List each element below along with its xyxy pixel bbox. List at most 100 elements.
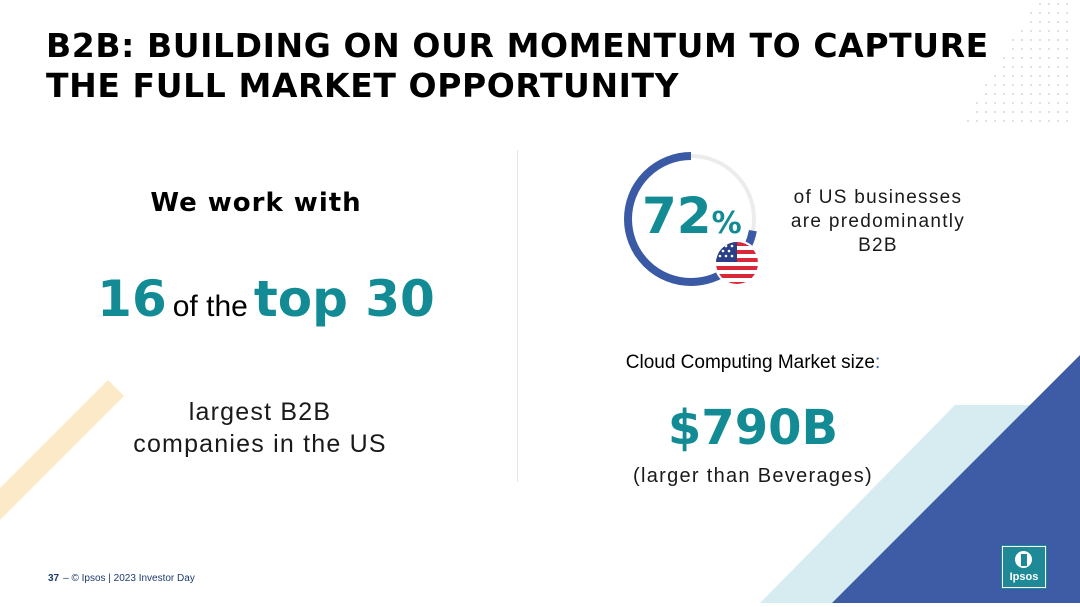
- company-count: 16: [97, 270, 167, 328]
- pattern-dot: [1021, 84, 1023, 86]
- pattern-dot: [1048, 48, 1050, 50]
- pattern-dot: [1066, 93, 1068, 95]
- pattern-dot: [994, 84, 996, 86]
- market-size-label: Cloud Computing Market size:: [610, 352, 896, 374]
- pattern-dot: [1003, 93, 1005, 95]
- pattern-dot: [1039, 84, 1041, 86]
- market-label-text: Cloud Computing Market size: [625, 352, 875, 373]
- stat-line-1: of US businesses: [793, 187, 963, 208]
- ipsos-logo: Ipsos: [1001, 545, 1047, 589]
- pattern-dot: [1012, 66, 1014, 68]
- pattern-dot: [1048, 39, 1050, 41]
- pattern-dot: [1066, 120, 1068, 122]
- pattern-dot: [1021, 93, 1023, 95]
- us-flag-icon: [714, 240, 760, 286]
- beige-stripe: [0, 380, 124, 520]
- market-size-value: $790B: [667, 400, 839, 456]
- footer-dash: –: [63, 573, 69, 584]
- pattern-dot: [1039, 93, 1041, 95]
- pattern-dot: [1066, 3, 1068, 5]
- pattern-dot: [1048, 12, 1050, 14]
- pattern-dot: [985, 102, 987, 104]
- pattern-dot: [1039, 102, 1041, 104]
- pattern-dot: [1039, 21, 1041, 23]
- pattern-dot: [985, 93, 987, 95]
- logo-text: Ipsos: [1009, 571, 1039, 583]
- pattern-dot: [1057, 75, 1059, 77]
- pattern-dot: [1030, 120, 1032, 122]
- pattern-dot: [1048, 30, 1050, 32]
- pattern-dot: [1039, 3, 1041, 5]
- pattern-dot: [985, 111, 987, 113]
- pattern-dot: [1021, 57, 1023, 59]
- pattern-dot: [985, 120, 987, 122]
- pattern-dot: [1030, 111, 1032, 113]
- pattern-dot: [1057, 30, 1059, 32]
- pattern-dot: [1030, 39, 1032, 41]
- pattern-dot: [1039, 48, 1041, 50]
- pattern-dot: [1030, 12, 1032, 14]
- pattern-dot: [1066, 57, 1068, 59]
- pattern-dot: [1048, 102, 1050, 104]
- pattern-dot: [985, 84, 987, 86]
- pattern-dot: [976, 111, 978, 113]
- market-label-colon: :: [874, 352, 881, 373]
- pattern-dot: [1039, 111, 1041, 113]
- footer: 37– © Ipsos | 2023 Investor Day: [48, 573, 195, 584]
- percent-sign: %: [711, 206, 742, 241]
- pattern-dot: [1012, 39, 1014, 41]
- pattern-dot: [1030, 75, 1032, 77]
- desc-line-2: companies in the US: [133, 430, 387, 458]
- pattern-dot: [1057, 84, 1059, 86]
- pattern-dot: [1012, 75, 1014, 77]
- pattern-dot: [994, 111, 996, 113]
- pattern-dot: [1021, 75, 1023, 77]
- pattern-dot: [1021, 48, 1023, 50]
- pattern-dot: [1039, 120, 1041, 122]
- dot-pattern: [967, 3, 1068, 122]
- title-line-2: THE FULL MARKET OPPORTUNITY: [46, 66, 680, 105]
- pattern-dot: [1030, 30, 1032, 32]
- pattern-dot: [1030, 57, 1032, 59]
- pattern-dot: [1030, 93, 1032, 95]
- pattern-dot: [994, 93, 996, 95]
- pattern-dot: [1066, 39, 1068, 41]
- pattern-dot: [1021, 39, 1023, 41]
- pattern-dot: [1048, 21, 1050, 23]
- pattern-dot: [1048, 57, 1050, 59]
- pattern-dot: [1057, 48, 1059, 50]
- pattern-dot: [1066, 111, 1068, 113]
- pattern-dot: [1012, 102, 1014, 104]
- pattern-dot: [1048, 84, 1050, 86]
- pattern-dot: [1057, 120, 1059, 122]
- pattern-dot: [1039, 12, 1041, 14]
- company-description: largest B2B companies in the US: [80, 396, 440, 460]
- pattern-dot: [1057, 102, 1059, 104]
- pattern-dot: [1048, 111, 1050, 113]
- stat-description: of US businesses are predominantly B2B: [778, 186, 978, 258]
- pattern-dot: [994, 75, 996, 77]
- pattern-dot: [1066, 48, 1068, 50]
- pattern-dot: [1021, 120, 1023, 122]
- pattern-dot: [1030, 21, 1032, 23]
- pattern-dot: [1066, 21, 1068, 23]
- pattern-dot: [1039, 30, 1041, 32]
- pattern-dot: [1066, 66, 1068, 68]
- percent-number: 72: [642, 187, 712, 245]
- pattern-dot: [1012, 120, 1014, 122]
- pattern-dot: [1003, 66, 1005, 68]
- ring-progress: [624, 152, 758, 286]
- pattern-dot: [1057, 3, 1059, 5]
- lead-text: We work with: [150, 188, 362, 218]
- pattern-dot: [1003, 111, 1005, 113]
- blue-triangle: [832, 355, 1080, 603]
- title-line-1: B2B: BUILDING ON OUR MOMENTUM TO CAPTURE: [46, 26, 989, 65]
- pattern-dot: [1012, 93, 1014, 95]
- headline-stat: 16 of the top 30: [40, 270, 492, 328]
- desc-line-1: largest B2B: [188, 398, 332, 426]
- percent-ring: [624, 152, 758, 286]
- stat-line-3: B2B: [858, 235, 898, 256]
- pattern-dot: [1030, 84, 1032, 86]
- pattern-dot: [1048, 75, 1050, 77]
